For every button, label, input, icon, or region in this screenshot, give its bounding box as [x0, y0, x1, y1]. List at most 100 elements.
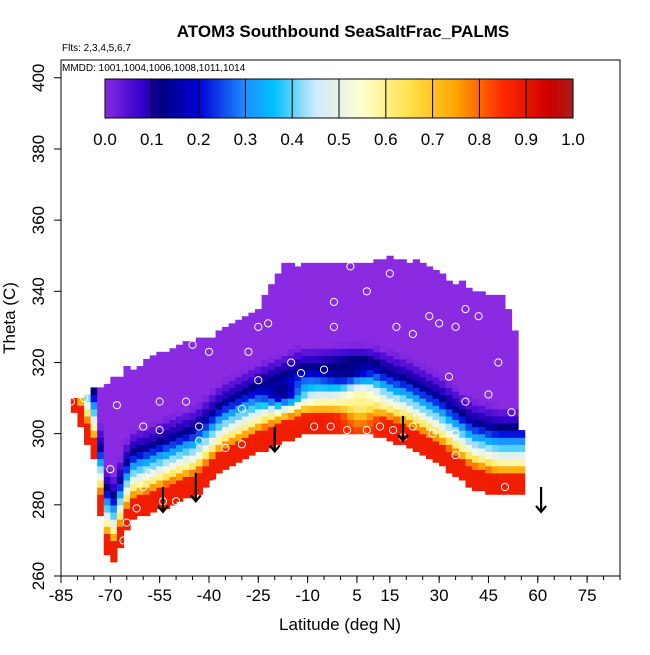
field-cell	[294, 422, 302, 431]
field-cell	[103, 383, 111, 392]
field-cell	[504, 337, 513, 346]
field-cell	[156, 351, 164, 360]
field-cell	[386, 398, 394, 406]
field-cell	[241, 415, 250, 424]
field-cell	[406, 426, 414, 435]
field-cell	[228, 444, 236, 453]
field-cell	[511, 472, 519, 481]
field-cell	[340, 334, 348, 342]
field-cell	[491, 387, 499, 396]
field-cell	[472, 355, 480, 364]
field-cell	[268, 362, 276, 371]
field-cell	[452, 355, 460, 364]
field-cell	[228, 408, 236, 417]
field-cell	[485, 309, 493, 317]
field-cell	[340, 269, 348, 278]
field-cell	[347, 334, 355, 342]
field-cell	[116, 419, 125, 428]
field-cell	[347, 277, 355, 285]
field-cell	[215, 444, 223, 453]
field-cell	[274, 330, 282, 339]
field-cell	[208, 408, 217, 417]
field-cell	[103, 490, 111, 499]
field-cell	[228, 451, 236, 460]
field-cell	[472, 291, 480, 300]
sample-point	[474, 312, 483, 321]
field-cell	[202, 472, 210, 481]
field-cell	[320, 426, 328, 435]
field-cell	[169, 447, 177, 456]
field-cell	[301, 426, 309, 435]
field-cell	[327, 348, 335, 356]
field-cell	[445, 358, 453, 367]
field-cell	[511, 380, 519, 388]
field-cell	[248, 362, 256, 371]
field-cell	[255, 323, 263, 332]
field-cell	[103, 455, 111, 463]
field-cell	[202, 344, 210, 353]
field-cell	[445, 351, 453, 360]
field-cell	[347, 348, 355, 356]
field-cell	[241, 408, 250, 417]
field-cell	[465, 316, 473, 324]
field-cell	[432, 326, 440, 335]
field-cell	[472, 326, 480, 335]
field-cell	[287, 284, 296, 292]
field-cell	[149, 483, 157, 492]
field-cell	[511, 458, 519, 467]
field-cell	[360, 362, 368, 371]
field-cell	[215, 451, 223, 460]
field-cell	[195, 430, 203, 438]
field-cell	[149, 504, 157, 513]
field-cell	[452, 405, 460, 413]
field-cell	[287, 383, 296, 392]
field-cell	[327, 355, 335, 364]
field-cell	[379, 266, 388, 275]
field-cell	[97, 465, 105, 474]
field-cell	[116, 440, 125, 449]
field-cell	[110, 483, 118, 492]
field-cell	[268, 291, 276, 300]
field-cell	[406, 419, 414, 428]
field-cell	[412, 280, 421, 289]
field-cell	[97, 444, 105, 453]
field-cell	[452, 291, 460, 300]
field-cell	[333, 405, 342, 413]
field-cell	[491, 422, 499, 431]
field-cell	[458, 323, 467, 332]
field-cell	[498, 458, 506, 467]
field-cell	[255, 401, 263, 410]
field-cell	[301, 412, 309, 421]
field-cell	[465, 287, 473, 296]
colorbar-tick-label: 0.2	[187, 130, 211, 149]
field-cell	[379, 387, 388, 396]
field-cell	[130, 447, 138, 456]
field-cell	[261, 408, 269, 417]
field-cell	[215, 358, 223, 367]
field-cell	[149, 405, 157, 413]
field-cell	[373, 330, 381, 339]
field-cell	[130, 440, 138, 449]
field-cell	[347, 319, 355, 328]
field-cell	[419, 298, 427, 307]
field-cell	[419, 334, 427, 342]
field-cell	[465, 309, 473, 317]
field-cell	[432, 291, 440, 300]
field-cell	[294, 273, 302, 282]
field-cell	[123, 501, 131, 509]
field-cell	[511, 487, 519, 495]
field-cell	[241, 380, 250, 388]
field-cell	[301, 348, 309, 356]
field-cell	[491, 430, 499, 438]
field-cell	[333, 390, 342, 399]
field-cell	[149, 476, 157, 485]
field-cell	[419, 369, 427, 378]
field-cell	[458, 472, 467, 481]
field-cell	[504, 366, 513, 374]
field-cell	[136, 458, 144, 467]
field-cell	[399, 337, 407, 346]
field-cell	[386, 312, 394, 321]
field-cell	[241, 444, 250, 453]
field-cell	[366, 341, 374, 349]
field-cell	[353, 312, 361, 321]
